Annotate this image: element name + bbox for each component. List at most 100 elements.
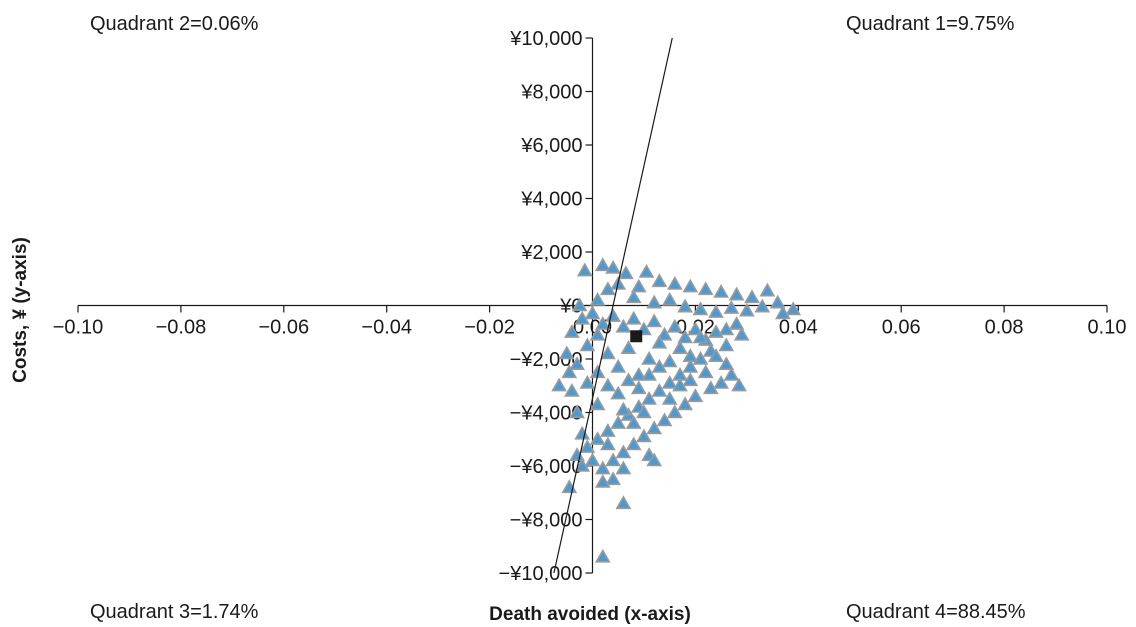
scatter-point: [728, 316, 745, 330]
scatter-point: [615, 318, 632, 333]
scatter-point: [646, 294, 663, 309]
scatter-point: [610, 358, 627, 373]
scatter-point: [661, 353, 678, 368]
y-tick-label: ¥0: [559, 296, 582, 318]
scatter-point: [584, 305, 601, 320]
scatter-point: [594, 460, 611, 475]
quadrant-4-label: Quadrant 4=88.45%: [846, 601, 1026, 623]
scatter-point: [589, 326, 606, 341]
scatter-point: [666, 275, 683, 290]
scatter-point: [610, 385, 627, 400]
scatter-point: [630, 278, 647, 293]
scatter-point: [661, 390, 678, 405]
quadrant-1-label: Quadrant 1=9.75%: [846, 13, 1015, 35]
scatter-point: [702, 380, 719, 395]
scatter-point: [656, 412, 673, 427]
scatter-point: [677, 396, 693, 411]
x-tick-label: −0.10: [53, 317, 104, 339]
scatter-point: [692, 329, 709, 344]
scatter-point: [569, 356, 585, 371]
scatter-point: [754, 298, 771, 313]
scatter-point: [636, 404, 652, 419]
scatter-point: [600, 436, 616, 451]
scatter-point: [569, 404, 585, 419]
scatter-point: [561, 364, 578, 379]
scatter-point: [630, 380, 647, 395]
x-tick-label: 0.04: [779, 317, 818, 339]
y-tick-label: ¥2,000: [520, 242, 582, 264]
scatter-point: [574, 457, 591, 472]
scatter-point: [661, 374, 678, 389]
scatter-point: [594, 316, 611, 330]
scatter-point: [687, 321, 704, 336]
scatter-point: [713, 374, 729, 389]
scatter-point: [551, 377, 567, 392]
scatter-point: [620, 372, 637, 387]
scatter-point: [646, 452, 663, 467]
scatter-point: [651, 358, 668, 373]
scatter-point: [618, 265, 634, 280]
y-tick-label: ¥10,000: [509, 28, 582, 50]
y-tick-label: −¥10,000: [499, 563, 583, 585]
scatter-point: [718, 356, 735, 371]
scatter-point: [579, 374, 596, 389]
scatter-point: [692, 301, 709, 316]
scatter-point: [718, 337, 735, 352]
y-tick-label: −¥8,000: [510, 510, 583, 532]
scatter-point: [672, 340, 688, 355]
scatter-point: [605, 308, 621, 322]
scatter-point: [744, 289, 760, 304]
scatter-point: [682, 372, 699, 387]
scatter-point: [682, 278, 699, 293]
scatter-point: [600, 345, 616, 360]
scatter-points: [551, 257, 802, 563]
scatter-point: [739, 302, 755, 317]
scatter-point: [605, 259, 621, 274]
scatter-point: [651, 382, 668, 397]
scatter-point: [594, 257, 611, 272]
quadrant-2-label: Quadrant 2=0.06%: [90, 13, 259, 35]
scatter-point: [625, 415, 642, 429]
scatter-point: [728, 286, 745, 301]
scatter-point: [589, 291, 606, 306]
scatter-point: [769, 294, 786, 309]
x-tick-label: −0.08: [156, 317, 207, 339]
scatter-point: [708, 348, 724, 363]
scatter-point: [625, 436, 642, 451]
x-tick-label: 0.06: [882, 317, 921, 339]
x-tick-label: −0.04: [361, 317, 412, 339]
scatter-point: [731, 377, 747, 392]
scatter-point: [666, 404, 683, 419]
scatter-point: [677, 298, 693, 313]
x-tick-label: 0.08: [985, 317, 1024, 339]
x-axis-title: Death avoided (x-axis): [489, 604, 691, 625]
scatter-point: [625, 289, 642, 304]
scatter-point: [723, 366, 740, 381]
y-tick-label: ¥4,000: [520, 189, 582, 211]
y-tick-label: ¥8,000: [520, 82, 582, 104]
scatter-point: [574, 425, 591, 440]
scatter-point: [584, 452, 601, 467]
x-ticks: −0.10−0.08−0.06−0.04−0.020.000.020.040.0…: [53, 305, 1127, 339]
scatter-point: [571, 297, 588, 312]
scatter-point: [713, 283, 729, 298]
scatter-point: [600, 423, 616, 437]
scatter-point: [579, 337, 596, 352]
scatter-point: [641, 350, 657, 365]
scatter-point: [656, 326, 673, 341]
scatter-point: [636, 428, 652, 443]
scatter-point: [638, 263, 655, 278]
scatter-point: [677, 329, 693, 344]
scatter-point: [600, 281, 616, 296]
y-axis-title: Costs, ¥ (y-axis): [10, 237, 31, 383]
scatter-point: [594, 548, 611, 563]
scatter-point: [579, 439, 596, 453]
scatter-point: [682, 348, 699, 363]
x-tick-label: 0.10: [1088, 317, 1127, 339]
scatter-point: [759, 282, 776, 297]
scatter-point: [651, 334, 668, 349]
scatter-point: [600, 377, 616, 392]
scatter-point: [615, 460, 632, 475]
mean-point-marker: [630, 330, 643, 343]
